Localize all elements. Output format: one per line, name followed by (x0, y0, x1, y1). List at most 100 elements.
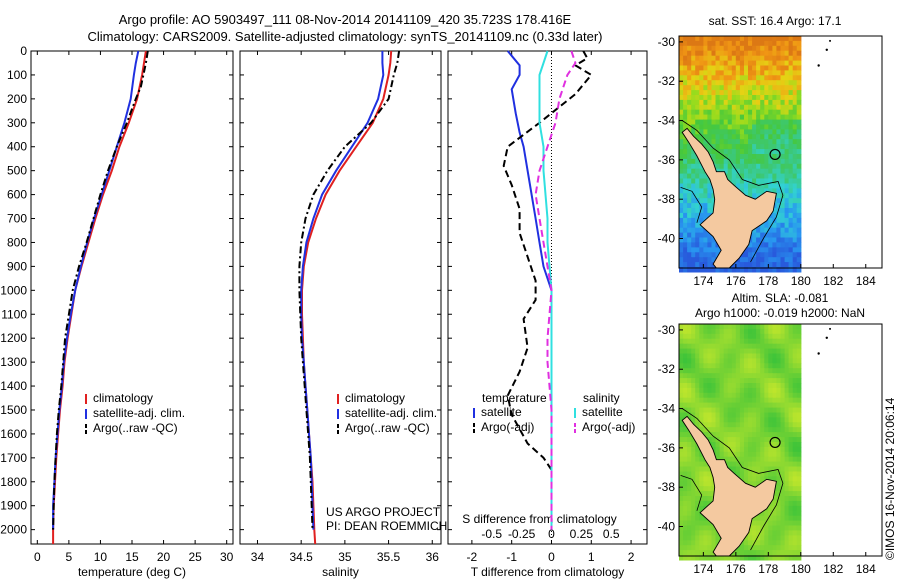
sst-grid-cell (772, 257, 778, 263)
sst-grid-cell (764, 168, 769, 175)
sst-grid-cell (687, 70, 692, 76)
sst-grid-cell (756, 80, 761, 86)
sla-grid-cell (796, 412, 802, 418)
sla-grid-cell (748, 550, 753, 556)
sst-grid-cell (715, 139, 721, 145)
sla-grid-cell (683, 383, 688, 389)
sla-grid-cell (792, 432, 798, 438)
sla-grid-cell (711, 358, 717, 364)
x-tick-label: 15 (125, 550, 139, 564)
sst-grid-cell (784, 45, 790, 52)
sst-grid-cell (760, 95, 765, 101)
sst-grid-cell (760, 149, 765, 155)
sla-grid-cell (796, 338, 802, 345)
sst-grid-cell (679, 173, 684, 180)
sla-grid-cell (784, 515, 790, 522)
sst-grid-cell (683, 139, 688, 145)
sla-grid-cell (748, 555, 753, 561)
sst-grid-cell (739, 262, 745, 268)
sst-grid-cell (772, 203, 778, 209)
sst-grid-cell (760, 60, 765, 67)
sla-grid-cell (764, 402, 769, 409)
sst-grid-cell (792, 168, 798, 175)
sla-grid-cell (691, 456, 696, 463)
sla-grid-cell (792, 417, 798, 423)
island-dot (817, 64, 820, 67)
sst-grid-cell (679, 208, 684, 214)
sst-grid-cell (784, 178, 790, 184)
sst-grid-cell (687, 168, 692, 175)
sla-grid-cell (691, 402, 696, 409)
sst-grid-cell (695, 203, 700, 209)
sla-grid-cell (776, 422, 782, 428)
sst-grid-cell (776, 198, 782, 204)
sla-grid-cell (772, 461, 778, 468)
sst-grid-cell (752, 173, 757, 180)
sst-grid-cell (723, 90, 729, 96)
sst-grid-cell (679, 154, 684, 160)
sla-grid-cell (796, 491, 802, 497)
salinity-panel-xlabel: salinity (322, 565, 359, 579)
sla-grid-cell (723, 432, 729, 438)
sst-grid-cell (687, 237, 692, 243)
sla-grid-cell (748, 545, 753, 551)
sla-grid-cell (723, 363, 729, 369)
sla-grid-cell (764, 555, 769, 561)
sst-grid-cell (715, 55, 721, 62)
sst-grid-cell (699, 50, 704, 57)
sst-grid-cell (780, 232, 786, 239)
sla-grid-cell (699, 500, 704, 507)
sst-grid-cell (784, 36, 790, 42)
sla-grid-cell (723, 348, 729, 355)
sla-grid-cell (735, 402, 741, 409)
sst-grid-cell (788, 85, 794, 91)
sst-grid-cell (780, 222, 786, 229)
sla-grid-cell (679, 500, 684, 507)
sst-grid-cell (727, 129, 733, 135)
sst-grid-cell (752, 267, 757, 273)
sst-grid-cell (796, 242, 802, 248)
sst-grid-cell (788, 267, 794, 273)
sst-grid-cell (699, 227, 704, 234)
sla-grid-cell (711, 328, 717, 335)
sla-grid-cell (691, 525, 696, 531)
sst-grid-cell (739, 114, 745, 121)
sla-grid-cell (707, 387, 713, 394)
sla-grid-cell (735, 456, 741, 463)
sst-grid-cell (707, 119, 713, 126)
sla-grid-cell (788, 358, 794, 364)
sst-grid-cell (679, 217, 684, 224)
sst-grid-cell (748, 129, 753, 135)
sst-grid-cell (776, 144, 782, 150)
sla-grid-cell (768, 466, 773, 472)
sla-grid-cell (699, 338, 704, 345)
sla-grid-cell (739, 451, 745, 458)
sla-grid-cell (683, 500, 688, 507)
sst-grid-cell (796, 208, 802, 214)
sla-grid-cell (683, 471, 688, 477)
sla-grid-cell (748, 392, 753, 399)
sst-grid-cell (768, 90, 773, 96)
sst-grid-cell (792, 124, 798, 130)
sla-grid-cell (703, 324, 709, 330)
sst-grid-cell (707, 114, 713, 121)
sst-grid-cell (792, 60, 798, 67)
sst-grid-cell (784, 149, 790, 155)
sst-grid-cell (723, 154, 729, 160)
sst-grid-cell (788, 40, 794, 47)
sst-grid-cell (731, 95, 737, 101)
sst-grid-cell (780, 212, 786, 219)
sla-grid-cell (735, 471, 741, 477)
sst-grid-cell (792, 55, 798, 62)
sst-grid-cell (756, 40, 761, 47)
sla-grid-cell (715, 363, 721, 369)
sst-grid-cell (764, 262, 769, 268)
depth-tick-label: 1900 (0, 499, 27, 513)
sla-grid-cell (744, 358, 749, 364)
sla-grid-cell (703, 540, 709, 546)
sla-grid-cell (711, 442, 717, 448)
figure-title-line1: Argo profile: AO 5903497_111 08-Nov-2014… (118, 12, 572, 27)
sst-grid-cell (760, 50, 765, 57)
series-line-salinity-satellite (538, 50, 553, 530)
sla-grid-cell (784, 540, 790, 546)
